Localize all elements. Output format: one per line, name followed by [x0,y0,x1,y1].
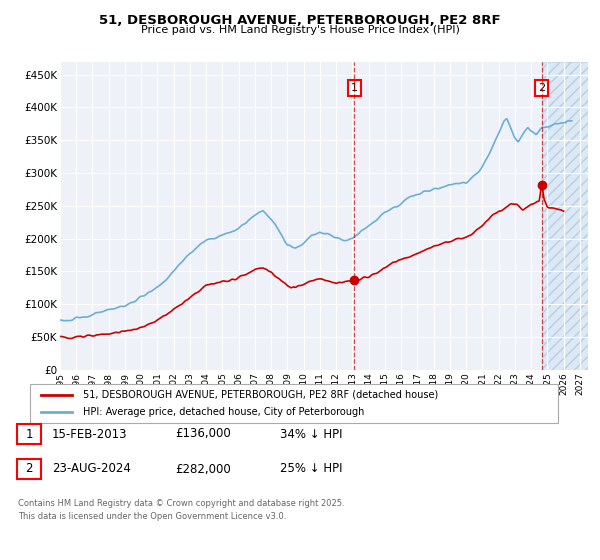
Text: 25% ↓ HPI: 25% ↓ HPI [280,463,343,475]
Bar [542,62,588,370]
Text: 23-AUG-2024: 23-AUG-2024 [52,463,131,475]
Text: 1: 1 [25,427,33,441]
Text: 2: 2 [25,463,33,475]
FancyBboxPatch shape [30,384,558,423]
Text: 1: 1 [351,83,358,93]
Text: 15-FEB-2013: 15-FEB-2013 [52,427,128,441]
Text: £282,000: £282,000 [175,463,231,475]
Text: Contains HM Land Registry data © Crown copyright and database right 2025.
This d: Contains HM Land Registry data © Crown c… [18,500,344,521]
Text: 34% ↓ HPI: 34% ↓ HPI [280,427,343,441]
Text: HPI: Average price, detached house, City of Peterborough: HPI: Average price, detached house, City… [83,407,364,417]
Text: 51, DESBOROUGH AVENUE, PETERBOROUGH, PE2 8RF: 51, DESBOROUGH AVENUE, PETERBOROUGH, PE2… [99,14,501,27]
Text: Price paid vs. HM Land Registry's House Price Index (HPI): Price paid vs. HM Land Registry's House … [140,25,460,35]
Text: 51, DESBOROUGH AVENUE, PETERBOROUGH, PE2 8RF (detached house): 51, DESBOROUGH AVENUE, PETERBOROUGH, PE2… [83,390,438,400]
FancyBboxPatch shape [17,459,41,479]
Text: £136,000: £136,000 [175,427,231,441]
FancyBboxPatch shape [17,424,41,444]
Text: 2: 2 [538,83,545,93]
